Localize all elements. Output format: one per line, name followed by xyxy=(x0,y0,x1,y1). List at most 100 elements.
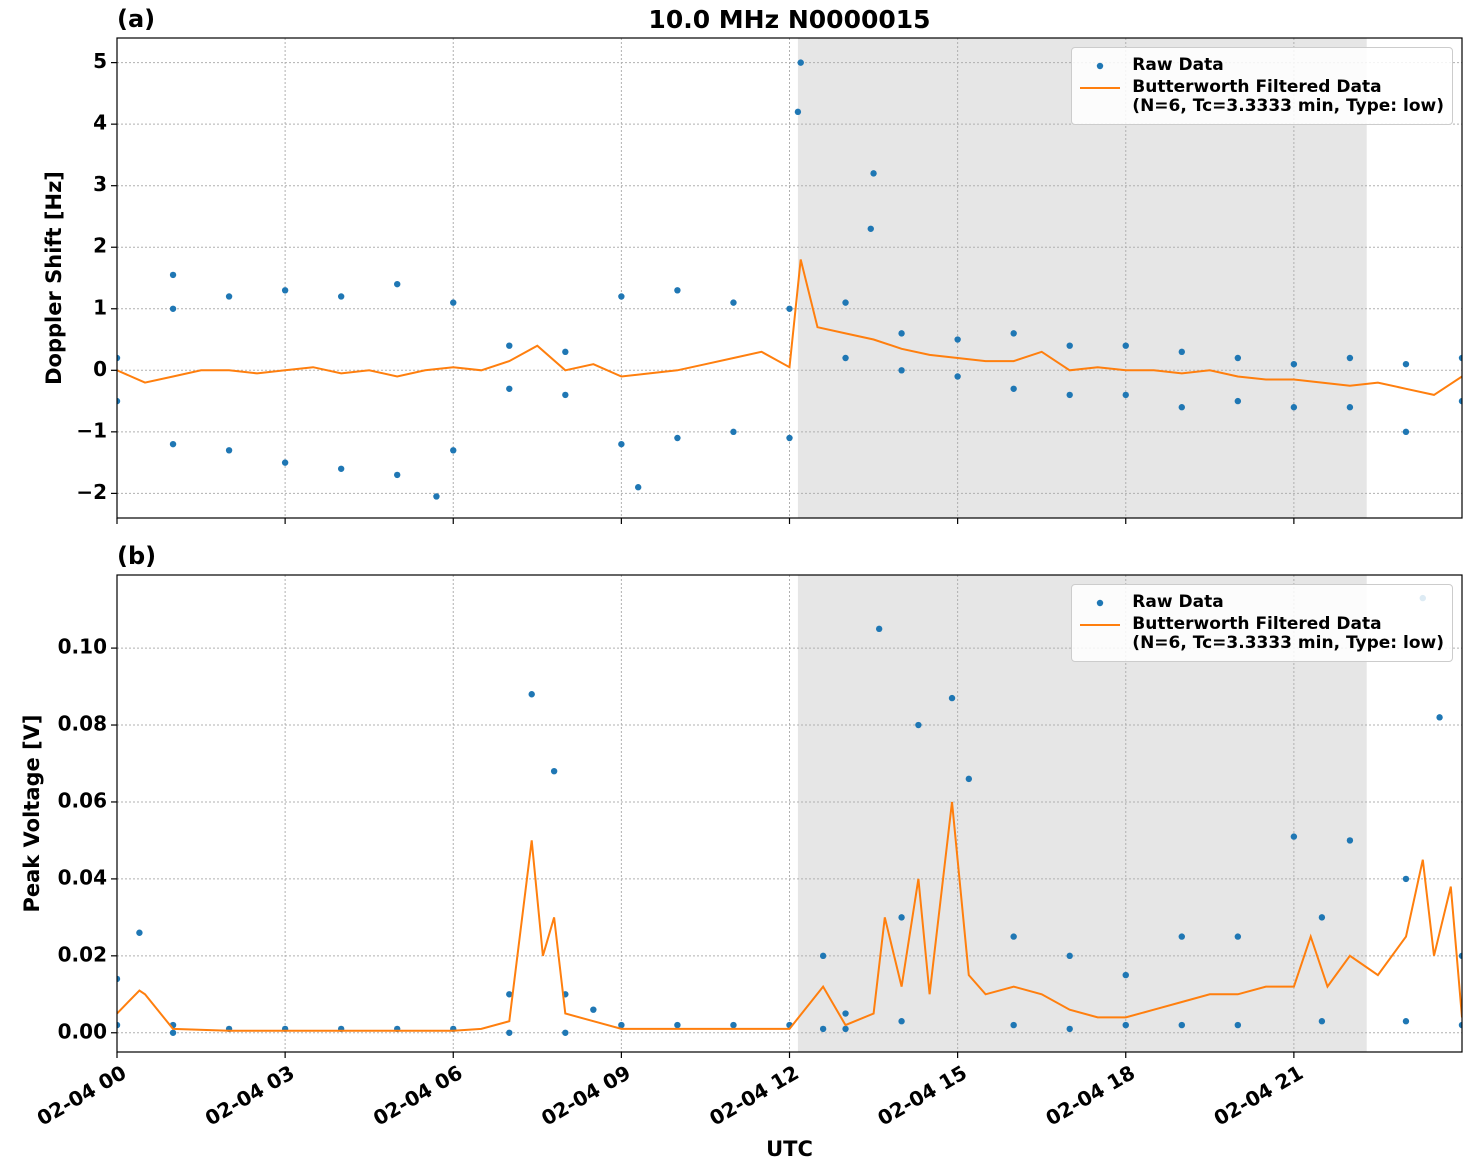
raw-point xyxy=(1290,360,1298,368)
raw-point xyxy=(786,434,793,442)
raw-point xyxy=(1234,354,1242,362)
raw-point xyxy=(1178,348,1185,356)
plot-area xyxy=(117,594,1462,1036)
raw-point xyxy=(225,293,233,300)
raw-point xyxy=(1066,342,1073,349)
chart-title: 10.0 MHz N0000015 xyxy=(648,5,930,34)
y-tick-label: 4 xyxy=(93,111,107,135)
x-tick-label: 02-04 06 xyxy=(369,1060,467,1130)
x-tick-label: 02-04 00 xyxy=(33,1060,131,1130)
y-axis-label: Doppler Shift [Hz] xyxy=(42,171,66,385)
raw-point xyxy=(281,459,289,466)
raw-point xyxy=(842,354,849,362)
y-tick-label: −2 xyxy=(76,480,107,504)
raw-point xyxy=(1346,837,1354,844)
x-tick-label: 02-04 21 xyxy=(1210,1060,1308,1130)
raw-point xyxy=(169,271,177,279)
legend-entry: Raw Data xyxy=(1080,56,1444,76)
raw-point xyxy=(954,373,961,380)
raw-point xyxy=(1010,330,1017,337)
raw-point xyxy=(1010,1021,1017,1029)
raw-point xyxy=(169,440,177,448)
raw-point xyxy=(730,1021,737,1029)
raw-point xyxy=(842,1010,849,1017)
raw-point xyxy=(450,299,457,306)
raw-point xyxy=(1178,933,1185,940)
y-tick-label: 2 xyxy=(93,234,107,258)
raw-point xyxy=(1066,1025,1073,1033)
raw-point xyxy=(870,170,877,177)
raw-point xyxy=(394,280,401,288)
raw-point xyxy=(562,1029,569,1036)
x-tick-label: 02-04 18 xyxy=(1041,1060,1139,1130)
raw-point xyxy=(590,1006,597,1013)
raw-point xyxy=(550,767,558,775)
raw-point xyxy=(1066,952,1073,960)
x-tick-label: 02-04 09 xyxy=(537,1060,635,1130)
raw-point xyxy=(797,59,804,66)
raw-point xyxy=(1122,391,1129,399)
raw-point xyxy=(965,775,973,783)
raw-point xyxy=(674,287,681,294)
raw-point xyxy=(1458,354,1462,362)
raw-point xyxy=(1122,342,1129,349)
legend-key xyxy=(1080,56,1120,76)
raw-point xyxy=(618,1021,625,1029)
legend-marker xyxy=(1097,599,1104,607)
panel-label: (b) xyxy=(117,542,156,570)
y-tick-label: 0.04 xyxy=(58,865,107,889)
legend-label: Raw Data xyxy=(1132,592,1224,612)
raw-point xyxy=(819,1025,827,1033)
raw-point xyxy=(528,691,535,698)
raw-point xyxy=(819,952,827,960)
raw-point xyxy=(1290,404,1298,411)
raw-point xyxy=(1318,914,1326,921)
raw-point xyxy=(674,434,681,442)
raw-point xyxy=(1346,354,1354,362)
raw-point xyxy=(1010,933,1017,940)
raw-point xyxy=(1178,1021,1185,1029)
raw-point xyxy=(730,299,737,306)
legend-key xyxy=(1080,615,1121,635)
raw-point xyxy=(117,354,121,362)
raw-point xyxy=(915,721,922,729)
raw-point xyxy=(562,348,569,356)
raw-point xyxy=(169,1029,177,1036)
raw-point xyxy=(337,465,345,472)
legend: Raw Data Butterworth Filtered Data (N=6, … xyxy=(1071,584,1453,662)
raw-point xyxy=(1122,1021,1129,1029)
raw-point xyxy=(136,929,143,936)
raw-point xyxy=(1402,1018,1410,1025)
raw-point xyxy=(730,428,737,436)
panel-label: (a) xyxy=(117,5,155,33)
raw-point xyxy=(562,391,569,399)
raw-point xyxy=(898,1018,905,1025)
raw-point xyxy=(634,484,642,491)
raw-point xyxy=(1066,391,1073,399)
raw-point xyxy=(1458,1021,1462,1029)
legend-key xyxy=(1080,78,1121,98)
raw-point xyxy=(506,991,513,998)
raw-point xyxy=(1010,385,1017,392)
raw-point xyxy=(875,625,883,633)
raw-point xyxy=(948,694,956,702)
legend-label: Raw Data xyxy=(1132,55,1224,75)
raw-point xyxy=(1402,875,1410,883)
raw-point xyxy=(169,305,177,312)
raw-point xyxy=(1122,971,1129,979)
y-tick-label: 0.06 xyxy=(58,788,107,812)
legend-label: Butterworth Filtered Data (N=6, Tc=3.333… xyxy=(1132,77,1444,116)
y-tick-label: 0.02 xyxy=(58,942,107,966)
raw-point xyxy=(1234,933,1242,940)
raw-point xyxy=(1318,1018,1326,1025)
raw-point xyxy=(281,287,289,294)
axes-frame xyxy=(116,574,1463,1053)
y-tick-label: 0.00 xyxy=(58,1019,107,1043)
plot-area xyxy=(117,59,1462,500)
raw-point xyxy=(842,299,849,306)
raw-point xyxy=(954,336,961,343)
raw-point xyxy=(506,1029,513,1036)
raw-point xyxy=(786,305,793,312)
raw-point xyxy=(1234,397,1242,405)
